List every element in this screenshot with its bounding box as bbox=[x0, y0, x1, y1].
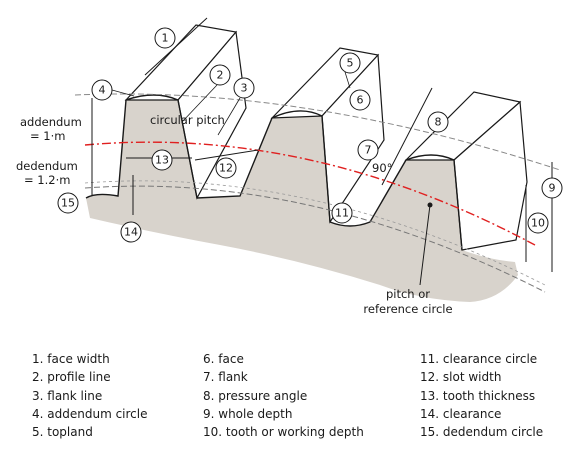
callout-5: 5 bbox=[347, 57, 354, 70]
leader-2 bbox=[181, 84, 218, 123]
legend-item: 5. topland bbox=[32, 425, 93, 440]
legend-item: 14. clearance bbox=[420, 406, 502, 421]
slot-width-dim bbox=[194, 149, 259, 161]
pressure-line bbox=[381, 87, 433, 186]
legend-item: 12. slot width bbox=[420, 370, 502, 385]
legend-item: 4. addendum circle bbox=[32, 406, 148, 421]
pitch-label-1: pitch or bbox=[386, 287, 430, 301]
legend-item: 10. tooth or working depth bbox=[203, 425, 364, 440]
angle-label: 90° bbox=[372, 161, 392, 175]
legend-item: 1. face width bbox=[32, 352, 110, 366]
callout-10: 10 bbox=[531, 217, 545, 230]
pitch-circle bbox=[84, 141, 536, 246]
addendum-circle bbox=[74, 93, 561, 171]
legend-item: 13. tooth thickness bbox=[420, 388, 536, 403]
legend-item: 2. profile line bbox=[32, 370, 111, 385]
callout-6: 6 bbox=[357, 94, 364, 107]
leader-4 bbox=[111, 89, 135, 97]
callout-8: 8 bbox=[435, 116, 442, 129]
dedendum-value: = 1.2·m bbox=[24, 173, 70, 187]
callout-15: 15 bbox=[61, 197, 75, 210]
legend-column-2: 6. face 7. flank 8. pressure angle 9. wh… bbox=[203, 350, 364, 441]
face-width-dim bbox=[144, 17, 208, 76]
legend-item: 3. flank line bbox=[32, 388, 103, 403]
callout-13: 13 bbox=[155, 154, 169, 167]
clearance-circle bbox=[84, 180, 546, 286]
pitch-label-leader bbox=[419, 204, 431, 286]
addendum-value: = 1·m bbox=[30, 129, 65, 143]
legend-column-3: 11. clearance circle 12. slot width 13. … bbox=[420, 350, 543, 441]
legend-item: 9. whole depth bbox=[203, 406, 293, 421]
legend-item: 6. face bbox=[203, 352, 244, 366]
legend-column-1: 1. face width 2. profile line 3. flank l… bbox=[32, 350, 147, 441]
addendum-label: addendum bbox=[20, 115, 82, 129]
gear-tooth-diagram: 1 2 3 4 5 6 7 8 9 10 11 12 13 14 15 adde… bbox=[16, 17, 563, 316]
callout-12: 12 bbox=[219, 162, 233, 175]
callout-2: 2 bbox=[217, 69, 224, 82]
legend-item: 15. dedendum circle bbox=[420, 425, 544, 440]
pitch-label-2: reference circle bbox=[363, 302, 452, 316]
dedendum-circle bbox=[84, 185, 546, 293]
callouts: 1 2 3 4 5 6 7 8 9 10 11 12 13 14 15 bbox=[57, 27, 563, 243]
circular-pitch-label: circular pitch bbox=[150, 113, 225, 127]
callout-7: 7 bbox=[365, 144, 372, 157]
dedendum-label: dedendum bbox=[16, 159, 78, 173]
callout-9: 9 bbox=[549, 182, 556, 195]
callout-1: 1 bbox=[162, 32, 169, 45]
legend-item: 7. flank bbox=[203, 370, 248, 385]
legend-item: 11. clearance circle bbox=[420, 352, 538, 366]
callout-14: 14 bbox=[124, 226, 138, 239]
pitch-point bbox=[427, 202, 433, 208]
callout-11: 11 bbox=[335, 207, 349, 220]
leader-5 bbox=[344, 71, 351, 89]
callout-4: 4 bbox=[99, 84, 106, 97]
legend-item: 8. pressure angle bbox=[203, 388, 308, 403]
gear-body bbox=[86, 95, 518, 302]
gear-profile bbox=[85, 94, 463, 251]
callout-3: 3 bbox=[241, 82, 248, 95]
leader-3 bbox=[217, 97, 241, 136]
